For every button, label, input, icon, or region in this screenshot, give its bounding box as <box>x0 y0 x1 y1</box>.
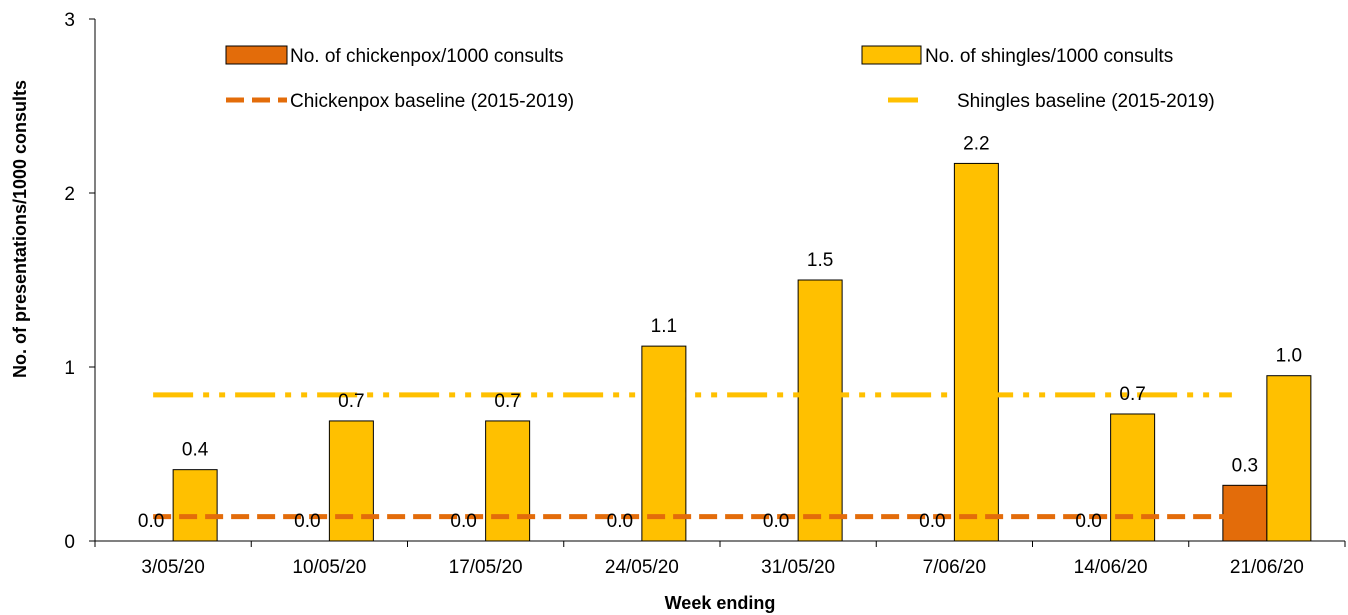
x-tick-label: 3/05/20 <box>141 557 204 578</box>
bar-shingles <box>1266 375 1312 542</box>
data-label-shingles: 2.2 <box>963 133 989 154</box>
y-tick-label: 0 <box>64 532 75 553</box>
bar-shingles <box>328 420 374 542</box>
plot-area: 0 1 2 3 3/05/20 10/05/20 17/05/20 24/05/20 31/05… <box>64 10 1346 578</box>
y-tick-label: 2 <box>64 184 75 205</box>
x-tick-label: 17/05/20 <box>449 557 523 578</box>
x-tick-label: 21/06/20 <box>1230 557 1304 578</box>
x-tick-label: 7/06/20 <box>923 557 986 578</box>
bar-shingles <box>172 469 218 542</box>
data-label-chickenpox: 0.0 <box>1075 511 1101 532</box>
legend-label-chickenpox: No. of chickenpox/1000 consults <box>290 46 564 67</box>
x-axis-title: Week ending <box>665 593 776 613</box>
legend: No. of chickenpox/1000 consults No. of s… <box>225 45 1215 112</box>
data-label-chickenpox: 0.0 <box>607 511 633 532</box>
data-label-chickenpox: 0.3 <box>1232 455 1258 476</box>
bar-shingles <box>485 420 531 542</box>
legend-swatch-shingles <box>861 45 922 65</box>
legend-label-shingles-baseline: Shingles baseline (2015-2019) <box>957 91 1215 112</box>
y-tick-label: 1 <box>64 358 75 379</box>
y-axis-title: No. of presentations/1000 consults <box>10 80 30 378</box>
x-tick-label: 10/05/20 <box>292 557 366 578</box>
data-label-chickenpox: 0.0 <box>919 511 945 532</box>
y-tick-label: 3 <box>64 10 75 31</box>
x-tick-label: 14/06/20 <box>1074 557 1148 578</box>
data-label-shingles: 1.0 <box>1276 346 1302 367</box>
data-label-shingles: 0.4 <box>182 440 209 461</box>
data-label-chickenpox: 0.0 <box>450 511 476 532</box>
bar-shingles <box>641 345 687 542</box>
bar-shingles <box>953 162 999 542</box>
data-label-shingles: 0.7 <box>1119 384 1145 405</box>
data-label-shingles: 0.7 <box>338 391 364 412</box>
data-label-chickenpox: 0.0 <box>138 511 164 532</box>
data-label-chickenpox: 0.0 <box>763 511 789 532</box>
legend-label-chickenpox-baseline: Chickenpox baseline (2015-2019) <box>290 91 574 112</box>
data-label-chickenpox: 0.0 <box>294 511 320 532</box>
legend-label-shingles: No. of shingles/1000 consults <box>925 46 1173 67</box>
x-tick-label: 24/05/20 <box>605 557 679 578</box>
bar-shingles <box>797 279 843 542</box>
data-label-shingles: 1.5 <box>807 250 833 271</box>
legend-swatch-chickenpox <box>225 45 288 65</box>
bar-shingles <box>1110 413 1156 542</box>
bar-chickenpox <box>1222 484 1268 542</box>
data-label-shingles: 1.1 <box>651 316 677 337</box>
data-label-shingles: 0.7 <box>494 391 520 412</box>
x-tick-label: 31/05/20 <box>761 557 835 578</box>
